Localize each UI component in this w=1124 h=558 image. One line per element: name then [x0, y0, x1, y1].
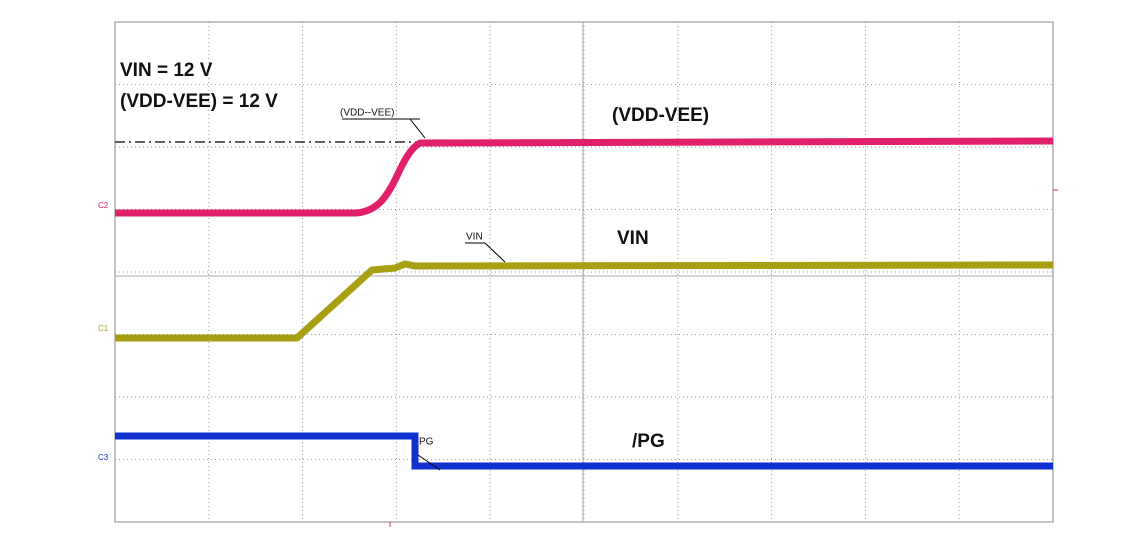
channel-label: C1 [98, 324, 109, 333]
trace-label: (VDD-VEE) [612, 105, 709, 126]
cursor-label: PG [419, 437, 434, 448]
cursor-label: VIN [466, 232, 483, 243]
annotation: (VDD-VEE) = 12 V [120, 91, 278, 112]
trace-label: VIN [617, 228, 649, 249]
trace-vin [115, 260, 1054, 342]
annotation: VIN = 12 V [120, 60, 213, 81]
cursor-label: (VDD--VEE) [340, 108, 394, 119]
cursor-line [417, 454, 441, 471]
trace-pg [115, 432, 1053, 470]
trace-vdd-vee [115, 137, 1054, 217]
cursor-line [484, 242, 506, 263]
channel-label: C2 [98, 201, 109, 210]
trace-label: /PG [632, 431, 665, 452]
cursor-line [409, 118, 426, 139]
channel-label: C3 [98, 453, 109, 462]
